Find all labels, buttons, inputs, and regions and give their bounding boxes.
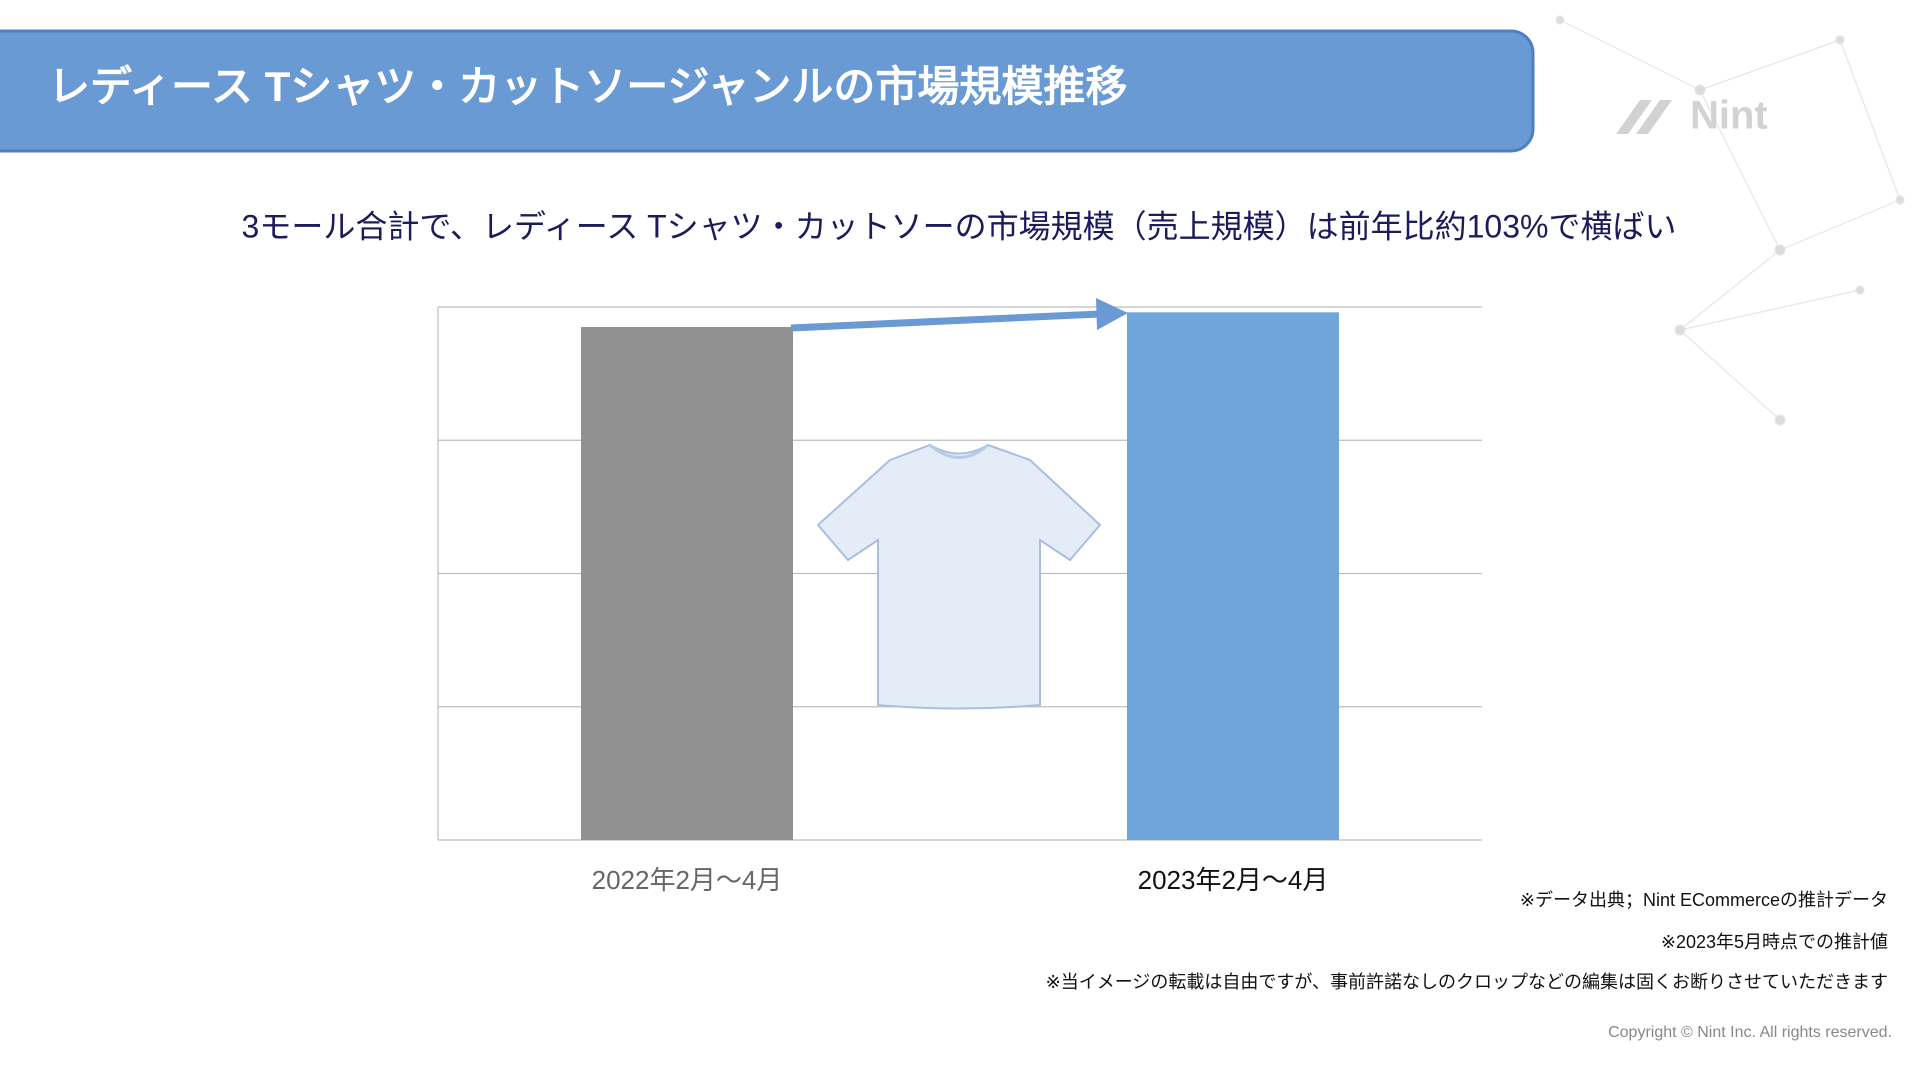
chart-subtitle: 3モール合計で、レディース Tシャツ・カットソーの市場規模（売上規模）は前年比約… xyxy=(242,208,1677,244)
header-bar xyxy=(0,29,1535,153)
logo: Nint xyxy=(1616,94,1768,138)
copyright: Copyright © Nint Inc. All rights reserve… xyxy=(1608,1024,1892,1041)
growth-arrow xyxy=(790,298,1128,332)
bar xyxy=(1127,312,1339,841)
plot: 2022年2月〜4月 2023年2月〜4月 xyxy=(438,306,1482,895)
bar xyxy=(581,326,793,840)
slide-title: レディース Tシャツ・カットソージャンルの市場規模推移 xyxy=(48,63,1127,110)
x-tick-label: 2023年2月〜4月 xyxy=(1138,865,1329,895)
network-decoration xyxy=(1555,15,1905,426)
logo-text: Nint xyxy=(1690,94,1768,138)
footnote: ※2023年5月時点での推計値 xyxy=(1661,932,1888,952)
footnote: ※当イメージの転載は自由ですが、事前許諾なしのクロップなどの編集は固くお断りさせ… xyxy=(1046,972,1888,992)
footnote: ※データ出典；Nint ECommerceの推計データ xyxy=(1520,890,1888,910)
x-tick-label: 2022年2月〜4月 xyxy=(592,865,783,895)
tshirt-illustration xyxy=(816,443,1102,710)
